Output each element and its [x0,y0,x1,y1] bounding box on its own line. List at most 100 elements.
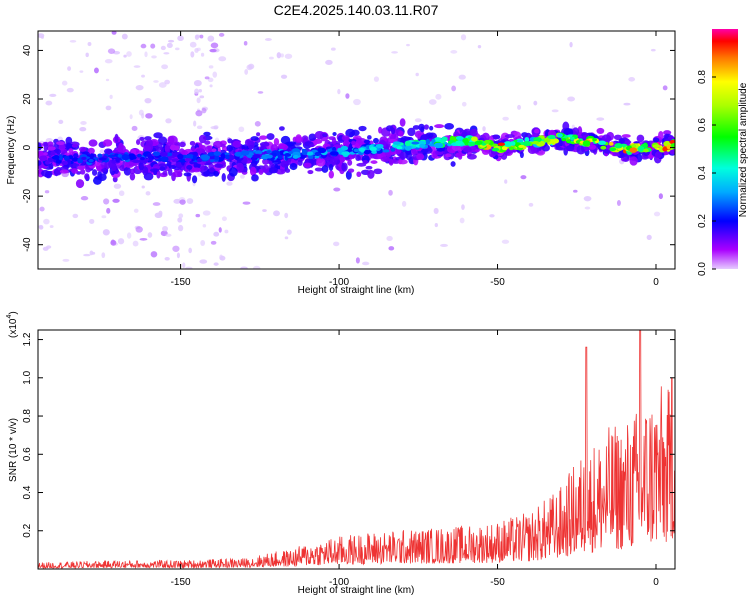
noise-cell [440,243,448,248]
core-cell [392,141,401,145]
noise-cell [58,119,64,124]
noise-cell [62,258,70,262]
band-cell [629,156,638,166]
band-cell [91,169,98,176]
noise-cell [573,189,578,193]
band-cell [71,143,78,148]
noise-cell [109,94,113,99]
band-cell [618,138,626,145]
band-cell [43,142,49,152]
noise-cell [459,217,465,224]
noise-cell [653,211,661,217]
band-cell [400,155,405,160]
band-cell [601,134,612,143]
noise-cell [262,209,267,212]
band-cell [391,127,396,135]
band-cell [226,144,233,152]
core-cell [234,151,243,157]
band-cell [492,134,499,140]
core-cell [455,136,464,140]
band-cell [341,162,348,172]
y-tick-label: 0 [22,144,33,150]
band-cell [344,138,350,148]
y-tick-label: 1.2 [22,332,33,346]
spectrogram-panel: -150 -100 -50 0 -40 -20 0 20 40 Height of straig… [6,30,676,296]
noise-cell [662,85,668,91]
band-cell [56,148,61,155]
noise-cell [502,116,509,121]
band-cell [98,173,107,182]
band-cell [328,170,335,179]
noise-cell [254,120,261,127]
core-cell [147,152,153,159]
core-cell [396,146,403,150]
noise-cell [210,240,217,245]
band-cell [658,130,664,140]
band-cell [275,168,286,175]
noise-cell [79,70,84,73]
band-cell [332,131,337,137]
noise-cell [105,105,112,111]
core-cell [61,160,68,166]
noise-cell [102,229,110,236]
snr-scale-prefix: (x10 [8,318,19,338]
noise-cell [135,84,144,91]
band-cell [321,165,329,173]
band-cell [183,172,192,177]
snr-ticks: -150 -100 -50 0 0.2 0.4 0.6 0.8 1.0 1.2 [22,330,675,588]
noise-cell [435,93,442,100]
noise-cell [46,245,52,249]
core-cell [207,152,216,157]
band-cell [209,167,215,173]
noise-cell [501,239,510,244]
band-cell [355,154,361,162]
noise-cell [504,179,508,184]
noise-cell [460,34,467,41]
core-cell [39,155,48,162]
noise-cell [330,47,336,51]
noise-cell [178,213,184,219]
noise-cell [528,202,534,207]
noise-cell [286,229,292,235]
snr-scale-close: ) [8,311,19,314]
band-cell [77,165,86,171]
noise-cell [147,232,153,238]
core-cell [471,136,478,142]
noise-cell [118,190,125,197]
noise-cell [190,51,195,58]
snr-frame [37,329,676,570]
band-cell [191,175,198,184]
spectrogram-ticks: -150 -100 -50 0 -40 -20 0 20 40 [22,31,675,288]
noise-cell [533,100,538,106]
noise-cell [373,76,380,82]
noise-cell [240,174,245,179]
core-cell [375,143,384,148]
noise-cell [101,215,107,219]
noise-cell [104,59,113,64]
band-cell [114,133,119,143]
band-cell [59,169,69,174]
noise-cell [153,80,159,83]
band-cell [46,146,56,151]
x-tick-label: -50 [490,577,505,588]
core-cell [52,155,60,160]
noise-cell [196,97,201,104]
noise-cell [284,236,289,240]
band-cell [71,168,79,174]
noise-cell [133,65,141,68]
band-cell [191,167,201,173]
band-cell [244,139,251,146]
noise-cell [49,93,57,98]
noise-cell [164,79,171,85]
core-cell [89,153,94,159]
band-cell [232,140,242,148]
band-cell [541,144,550,152]
noise-cell [388,189,393,196]
band-cell [534,128,540,134]
core-cell [55,159,62,164]
band-cell [407,127,416,137]
band-cell [314,167,324,172]
core-cell [474,140,483,145]
x-tick-label: -100 [329,277,349,288]
colorbar-gradient [712,29,738,269]
